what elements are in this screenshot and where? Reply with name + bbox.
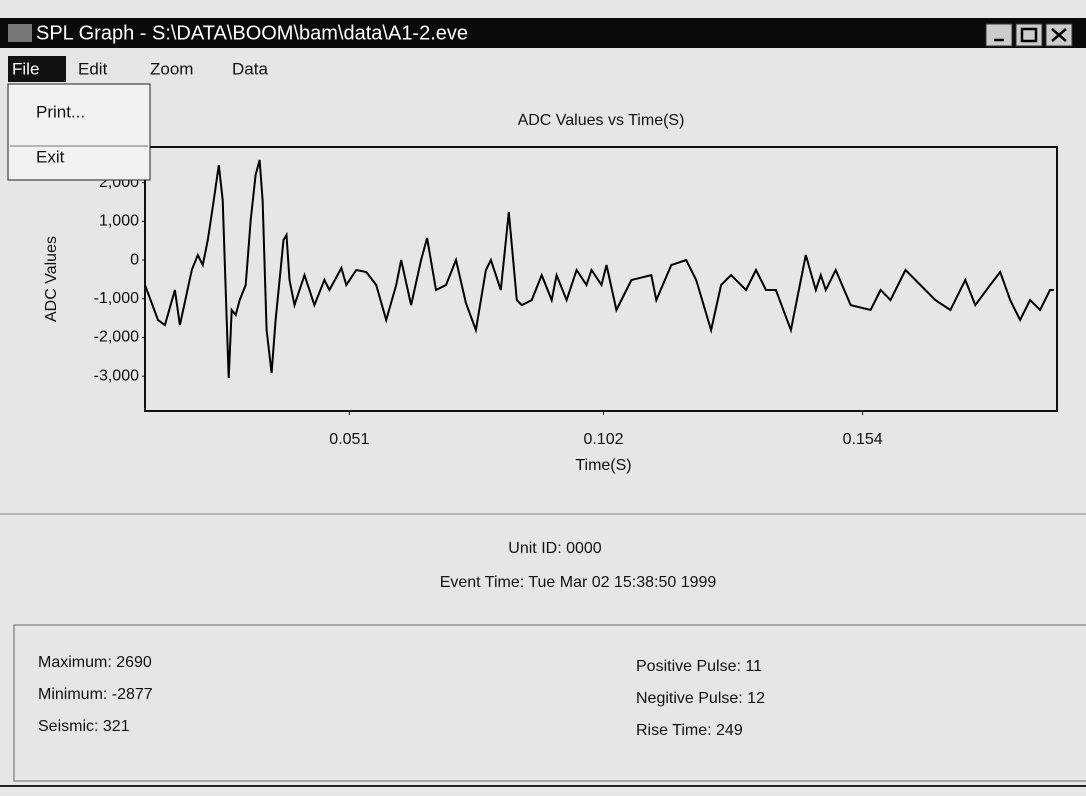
menu-highlight: [8, 56, 66, 82]
event-time: Event Time: Tue Mar 02 15:38:50 1999: [440, 574, 717, 591]
unit-id: Unit ID: 0000: [508, 540, 601, 557]
window-title: SPL Graph - S:\DATA\BOOM\bam\data\A1-2.e…: [36, 22, 468, 44]
y-tick-label: -1,000: [94, 290, 139, 307]
x-tick-label: 0.102: [583, 431, 623, 448]
stats-frame: [13, 624, 1086, 782]
menu-item[interactable]: File: [12, 59, 39, 78]
minimize-button[interactable]: [985, 23, 1013, 47]
app-icon: [8, 24, 32, 42]
maximize-button[interactable]: [1015, 23, 1043, 47]
signal-line: [144, 159, 1054, 379]
window-button-glyphs: [994, 27, 1067, 43]
dropdown-item[interactable]: Exit: [36, 147, 65, 166]
menu-item[interactable]: Data: [232, 59, 268, 78]
x-tick-label: 0.051: [329, 431, 369, 448]
menu-item[interactable]: Edit: [78, 59, 108, 78]
stat-left: Maximum: 2690: [38, 654, 152, 671]
stat-right: Positive Pulse: 11: [636, 658, 762, 675]
y-tick-label: 1,000: [99, 213, 139, 230]
chart-title: ADC Values vs Time(S): [518, 112, 685, 129]
title-bar: [0, 18, 1086, 48]
stat-left: Seismic: 321: [38, 718, 130, 735]
menu-item[interactable]: Zoom: [150, 59, 193, 78]
x-tick-label: 0.154: [843, 431, 883, 448]
stat-right: Negitive Pulse: 12: [636, 690, 765, 707]
y-tick-label: 0: [130, 251, 139, 268]
stat-right: Rise Time: 249: [636, 722, 743, 739]
stat-left: Minimum: -2877: [38, 686, 153, 703]
y-tick-label: -3,000: [94, 367, 139, 384]
dropdown-item[interactable]: Print...: [36, 102, 85, 121]
y-tick-label: -2,000: [94, 329, 139, 346]
x-axis-label: Time(S): [575, 457, 631, 474]
file-dropdown: [7, 83, 151, 181]
plot-area: [144, 146, 1058, 412]
y-axis-label: ADC Values: [43, 236, 60, 322]
